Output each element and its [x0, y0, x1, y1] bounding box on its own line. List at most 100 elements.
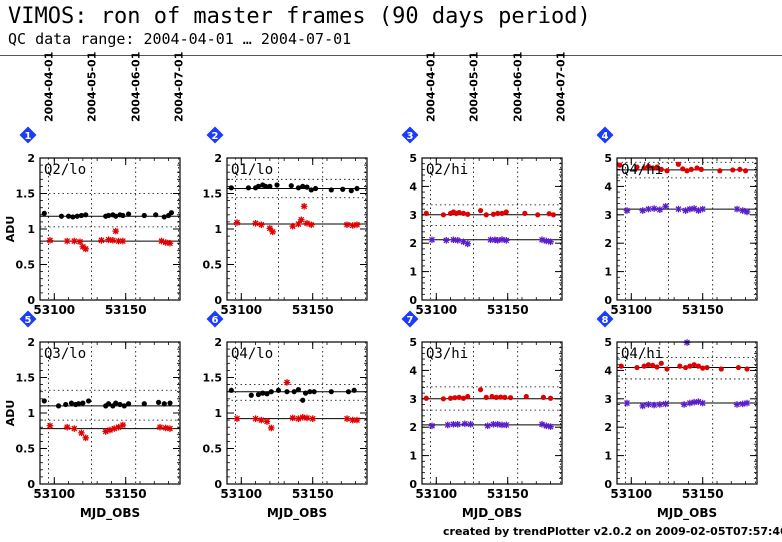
data-point: [493, 394, 499, 400]
data-point: [428, 236, 436, 244]
data-point: [125, 401, 132, 407]
data-point: [658, 166, 664, 172]
data-point: [257, 221, 265, 229]
y-tick-label: 2: [604, 237, 612, 250]
y-axis-label: ADU: [4, 400, 17, 427]
x-tick-label: 53100: [33, 487, 75, 501]
data-point: [639, 207, 647, 214]
y-tick-label: 0: [214, 478, 222, 491]
data-point: [162, 424, 170, 432]
data-point: [523, 393, 529, 400]
data-point: [303, 414, 311, 422]
x-tick-label: 53150: [682, 303, 724, 317]
data-point: [63, 401, 69, 408]
data-point: [645, 401, 652, 408]
data-point: [490, 421, 497, 428]
data-point: [113, 213, 119, 219]
data-point: [743, 208, 751, 216]
y-tick-label: 2: [409, 421, 417, 434]
data-point: [460, 210, 467, 216]
data-point: [75, 401, 82, 407]
x-tick-label: 53100: [415, 303, 457, 317]
data-point: [340, 186, 346, 192]
data-point: [300, 397, 306, 403]
data-point: [58, 213, 65, 219]
data-point: [658, 360, 664, 366]
panel-badge-number: 7: [407, 315, 414, 326]
data-point: [264, 391, 270, 397]
y-tick-label: 1: [604, 266, 612, 279]
data-point: [303, 220, 311, 227]
data-point: [120, 212, 126, 219]
plot-panel-8: 8 0 1 2 3 4 5 53100 53150 Q4/hi MJD_OBS: [596, 310, 758, 521]
data-point: [65, 213, 72, 219]
panel-badge-number: 4: [602, 131, 609, 142]
data-point: [695, 398, 702, 405]
data-point: [641, 165, 647, 171]
data-point: [718, 366, 724, 372]
data-point: [487, 236, 494, 244]
x-tick-label: 53100: [220, 487, 262, 501]
data-point: [535, 212, 541, 218]
data-point: [105, 236, 112, 243]
data-point: [499, 210, 505, 216]
y-tick-label: 5: [409, 152, 417, 165]
data-point: [656, 206, 664, 213]
x-tick-label: 53150: [487, 487, 529, 501]
data-point: [498, 236, 506, 243]
data-point: [687, 363, 693, 369]
data-point: [233, 219, 241, 226]
data-point: [109, 237, 117, 244]
data-point: [262, 183, 269, 189]
data-point: [63, 423, 71, 431]
data-point: [423, 210, 429, 216]
data-point: [112, 227, 120, 235]
data-point: [302, 390, 309, 396]
data-point: [645, 163, 652, 170]
data-point: [735, 364, 742, 371]
footer-credit: created by trendPlotter v2.0.2 on 2009-0…: [443, 525, 782, 538]
data-point: [295, 415, 302, 422]
data-point: [153, 212, 159, 218]
data-point: [349, 416, 357, 424]
data-point: [460, 238, 467, 246]
data-point: [484, 422, 492, 430]
data-point: [662, 202, 669, 210]
data-point: [70, 214, 76, 220]
data-point: [283, 379, 291, 386]
y-tick-label: 0: [604, 294, 612, 307]
y-tick-label: 0: [604, 478, 612, 491]
data-point: [252, 220, 259, 227]
data-point: [328, 389, 334, 395]
data-point: [675, 205, 682, 213]
data-point: [269, 228, 277, 236]
data-point: [690, 398, 698, 406]
data-point: [74, 213, 80, 219]
data-point: [542, 422, 550, 430]
data-point: [690, 205, 698, 212]
y-tick-label: 1: [409, 450, 417, 463]
data-point: [343, 221, 351, 229]
data-point: [623, 207, 631, 214]
data-point: [80, 400, 86, 406]
data-point: [540, 394, 547, 400]
data-point: [275, 387, 282, 393]
data-point: [311, 389, 317, 395]
data-point: [289, 414, 297, 422]
x-tick-label: 53100: [33, 303, 75, 317]
y-tick-label: 0: [409, 294, 417, 307]
data-point: [452, 395, 458, 401]
panel-badge-number: 6: [212, 315, 219, 326]
date-tick-label: 2004-05-01: [467, 52, 480, 122]
data-point: [68, 400, 75, 406]
y-tick-label: 0: [27, 294, 35, 307]
y-tick-label: 1: [27, 223, 35, 236]
plot-panel-3: 3 0 1 2 3 4 5 53100 53150 Q2/hi 2004-04-01 2004-05-…: [401, 52, 568, 317]
panel-label: Q2/hi: [426, 162, 468, 178]
plot-panel-6: 6 0 0.5 1 1.5 2 53100 53150 Q4/lo MJD_OBS: [203, 310, 368, 521]
plot-frame: [616, 157, 758, 301]
data-point: [699, 399, 707, 407]
data-point: [284, 389, 290, 395]
panel-label: Q4/hi: [621, 162, 663, 178]
panel-badge-number: 2: [212, 131, 219, 142]
